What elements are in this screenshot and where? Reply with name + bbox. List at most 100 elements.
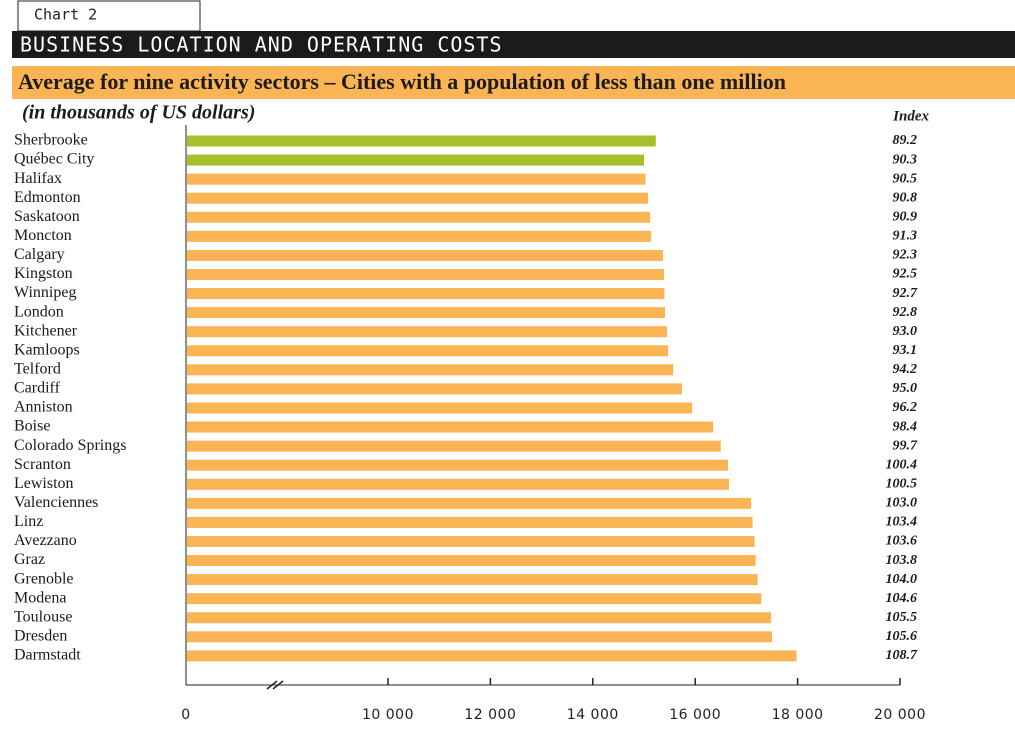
x-tick-label: 10 000 [362, 707, 414, 723]
bar [187, 307, 665, 319]
bar [187, 497, 752, 509]
category-label: Modena [14, 589, 66, 606]
x-tick-label: 12 000 [464, 707, 516, 723]
index-label: 90.8 [893, 190, 918, 205]
category-label: Linz [14, 513, 43, 530]
index-label: 98.4 [893, 419, 918, 434]
x-tick-label: 16 000 [669, 707, 721, 723]
bar [187, 154, 644, 166]
axis-break [272, 680, 284, 690]
index-label: 104.0 [886, 572, 918, 587]
category-label: Winnipeg [14, 284, 76, 301]
bar [187, 345, 669, 357]
x-tick-label: 0 [181, 707, 190, 723]
bar [187, 459, 728, 471]
category-label: Scranton [14, 456, 71, 473]
category-label: Moncton [14, 227, 72, 244]
category-label: Québec City [14, 151, 94, 168]
category-label: Valenciennes [14, 494, 98, 511]
bar [187, 268, 664, 280]
index-label: 103.4 [886, 515, 918, 530]
unit-note: (in thousands of US dollars) [22, 102, 255, 124]
index-title: Index [892, 108, 929, 124]
index-label: 90.5 [893, 171, 918, 186]
category-label: London [14, 303, 64, 320]
index-label: 92.5 [893, 267, 918, 282]
subtitle-band [12, 66, 1015, 99]
index-label: 100.4 [886, 457, 918, 472]
category-label: Edmonton [14, 189, 81, 206]
category-label: Kingston [14, 265, 73, 282]
index-label: 93.1 [893, 343, 918, 358]
bar [187, 211, 651, 223]
bar [187, 440, 721, 452]
category-label: Darmstadt [14, 647, 81, 664]
category-label: Kamloops [14, 341, 80, 358]
category-label: Halifax [14, 170, 62, 187]
chart-subtitle: Average for nine activity sectors – Citi… [18, 69, 786, 94]
bar [187, 574, 758, 586]
index-label: 100.5 [886, 476, 918, 491]
category-label: Graz [14, 551, 45, 568]
bar [187, 326, 668, 338]
bar [187, 383, 682, 395]
index-label: 90.3 [893, 152, 918, 167]
chart-label: Chart 2 [34, 6, 97, 24]
bar [187, 249, 663, 261]
category-label: Sherbrooke [14, 132, 88, 149]
bar [187, 192, 649, 204]
index-label: 92.8 [893, 305, 918, 320]
index-label: 91.3 [893, 229, 918, 244]
index-label: 103.8 [886, 553, 918, 568]
index-label: 108.7 [886, 648, 919, 663]
x-tick-label: 20 000 [874, 707, 926, 723]
category-label: Dresden [14, 627, 67, 644]
index-label: 90.9 [893, 209, 918, 224]
category-label: Cardiff [14, 380, 61, 397]
index-label: 105.5 [886, 610, 918, 625]
index-label: 89.2 [893, 133, 918, 148]
category-label: Anniston [14, 399, 73, 416]
category-label: Kitchener [14, 322, 78, 339]
axis-break [266, 680, 278, 690]
index-label: 93.0 [893, 324, 918, 339]
bar [187, 612, 771, 624]
bar [187, 230, 652, 242]
label-box [17, 0, 201, 32]
category-label: Calgary [14, 246, 65, 263]
x-tick-label: 18 000 [772, 707, 824, 723]
bar [187, 288, 665, 300]
category-label: Lewiston [14, 475, 74, 492]
index-label: 94.2 [893, 362, 918, 377]
index-label: 99.7 [893, 438, 919, 453]
category-label: Avezzano [14, 532, 77, 549]
bar [187, 402, 693, 414]
bar [187, 135, 656, 147]
bar [187, 421, 714, 433]
bar [187, 516, 753, 528]
category-label: Saskatoon [14, 208, 80, 225]
title-band [12, 31, 1015, 58]
index-label: 104.6 [886, 591, 918, 606]
bar [187, 650, 797, 662]
category-label: Telford [14, 361, 61, 378]
bar [187, 593, 762, 605]
bar [187, 631, 772, 643]
index-label: 95.0 [893, 381, 918, 396]
bar [187, 364, 674, 376]
category-label: Toulouse [14, 608, 72, 625]
category-label: Grenoble [14, 570, 74, 587]
index-label: 103.0 [886, 496, 918, 511]
index-label: 96.2 [893, 400, 918, 415]
category-label: Boise [14, 418, 50, 435]
chart-title: BUSINESS LOCATION AND OPERATING COSTS [20, 33, 503, 57]
category-label: Colorado Springs [14, 437, 126, 454]
bar [187, 555, 756, 567]
index-label: 92.7 [893, 286, 919, 301]
x-tick-label: 14 000 [567, 707, 619, 723]
bar [187, 535, 755, 547]
bar [187, 173, 646, 185]
index-label: 105.6 [886, 629, 918, 644]
bar [187, 478, 729, 490]
